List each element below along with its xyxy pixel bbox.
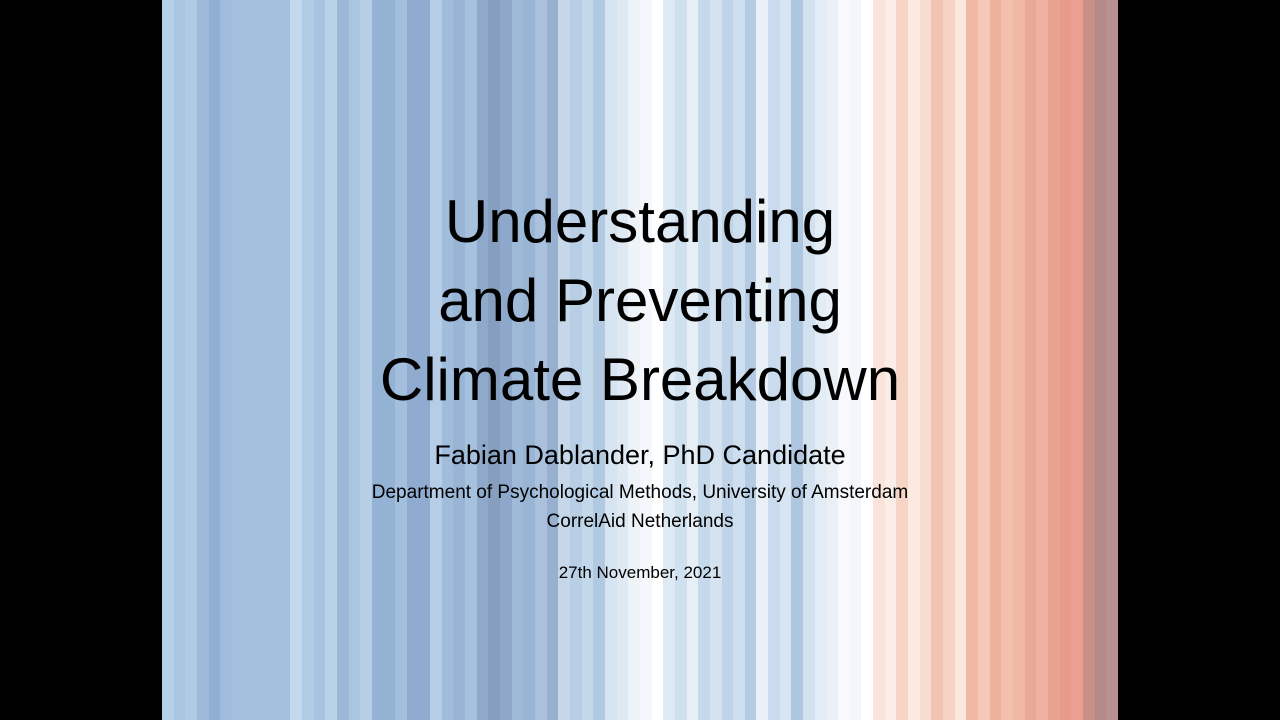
stripe — [1001, 0, 1013, 720]
author-name: Fabian Dablander, PhD Candidate — [434, 440, 846, 470]
warming-stripes-background — [162, 0, 1118, 720]
stripe — [395, 0, 407, 720]
stripe — [942, 0, 955, 720]
stripe — [266, 0, 279, 720]
stripe — [838, 0, 850, 720]
slide-content: Understanding and Preventing Climate Bre… — [162, 0, 1118, 720]
stripe — [686, 0, 699, 720]
stripe — [733, 0, 745, 720]
stripe — [604, 0, 617, 720]
stripe — [488, 0, 501, 720]
stripe — [325, 0, 337, 720]
stripe — [919, 0, 932, 720]
slide-title: Understanding and Preventing Climate Bre… — [162, 182, 1118, 419]
stripe — [569, 0, 582, 720]
stripe — [931, 0, 943, 720]
stripe — [383, 0, 396, 720]
stripe — [1094, 0, 1107, 720]
stripe — [977, 0, 990, 720]
stripe — [954, 0, 967, 720]
stripe — [441, 0, 454, 720]
affiliation-organization: CorrelAid Netherlands — [546, 511, 734, 532]
stripe — [371, 0, 384, 720]
affiliation-department: Department of Psychological Methods, Uni… — [371, 482, 909, 503]
stripe — [826, 0, 839, 720]
title-line-1: Understanding — [444, 188, 836, 255]
stripe — [185, 0, 197, 720]
title-line-3: Climate Breakdown — [379, 346, 901, 413]
stripe — [803, 0, 815, 720]
stripe — [779, 0, 792, 720]
stripe — [1036, 0, 1048, 720]
stripe — [465, 0, 477, 720]
stripe — [663, 0, 675, 720]
stripe — [1106, 0, 1118, 720]
stripe — [476, 0, 489, 720]
stripe — [523, 0, 535, 720]
stripe — [336, 0, 349, 720]
stripe — [348, 0, 361, 720]
stripe — [301, 0, 314, 720]
stripe — [535, 0, 547, 720]
stripe — [674, 0, 687, 720]
stripe — [896, 0, 908, 720]
stripe — [418, 0, 431, 720]
stripe — [406, 0, 419, 720]
stripe — [581, 0, 594, 720]
stripe — [313, 0, 326, 720]
stripe — [873, 0, 885, 720]
stripe — [558, 0, 570, 720]
stripe — [208, 0, 221, 720]
stripe — [500, 0, 512, 720]
stripe — [453, 0, 466, 720]
presentation-date: 27th November, 2021 — [558, 563, 722, 582]
stripe — [849, 0, 862, 720]
stripe — [243, 0, 256, 720]
stripe — [966, 0, 978, 720]
stripe — [430, 0, 442, 720]
stripe — [989, 0, 1002, 720]
stripe — [744, 0, 757, 720]
stripe — [1059, 0, 1072, 720]
stripe — [231, 0, 244, 720]
stripe — [651, 0, 664, 720]
stripe — [628, 0, 640, 720]
stripe — [1071, 0, 1083, 720]
stripe — [861, 0, 874, 720]
stripe — [196, 0, 209, 720]
stripe — [814, 0, 827, 720]
stripe — [255, 0, 267, 720]
stripe — [639, 0, 652, 720]
stripe — [173, 0, 186, 720]
title-line-2: and Preventing — [438, 267, 842, 334]
stripe — [768, 0, 780, 720]
stripe — [278, 0, 291, 720]
stripe — [698, 0, 710, 720]
stripe — [162, 0, 174, 720]
stripe — [908, 0, 920, 720]
stripe — [360, 0, 372, 720]
stripe — [884, 0, 897, 720]
stripe — [1082, 0, 1095, 720]
stripe — [1024, 0, 1037, 720]
stripe — [756, 0, 769, 720]
presentation-slide: Understanding and Preventing Climate Bre… — [162, 0, 1118, 720]
stripe — [511, 0, 524, 720]
stripe — [721, 0, 734, 720]
stripe — [709, 0, 722, 720]
stripe — [616, 0, 629, 720]
stripe — [1012, 0, 1025, 720]
stripe — [791, 0, 804, 720]
stripe — [220, 0, 232, 720]
stripe — [1047, 0, 1060, 720]
stripe — [290, 0, 302, 720]
stripe — [546, 0, 559, 720]
stripe — [593, 0, 605, 720]
